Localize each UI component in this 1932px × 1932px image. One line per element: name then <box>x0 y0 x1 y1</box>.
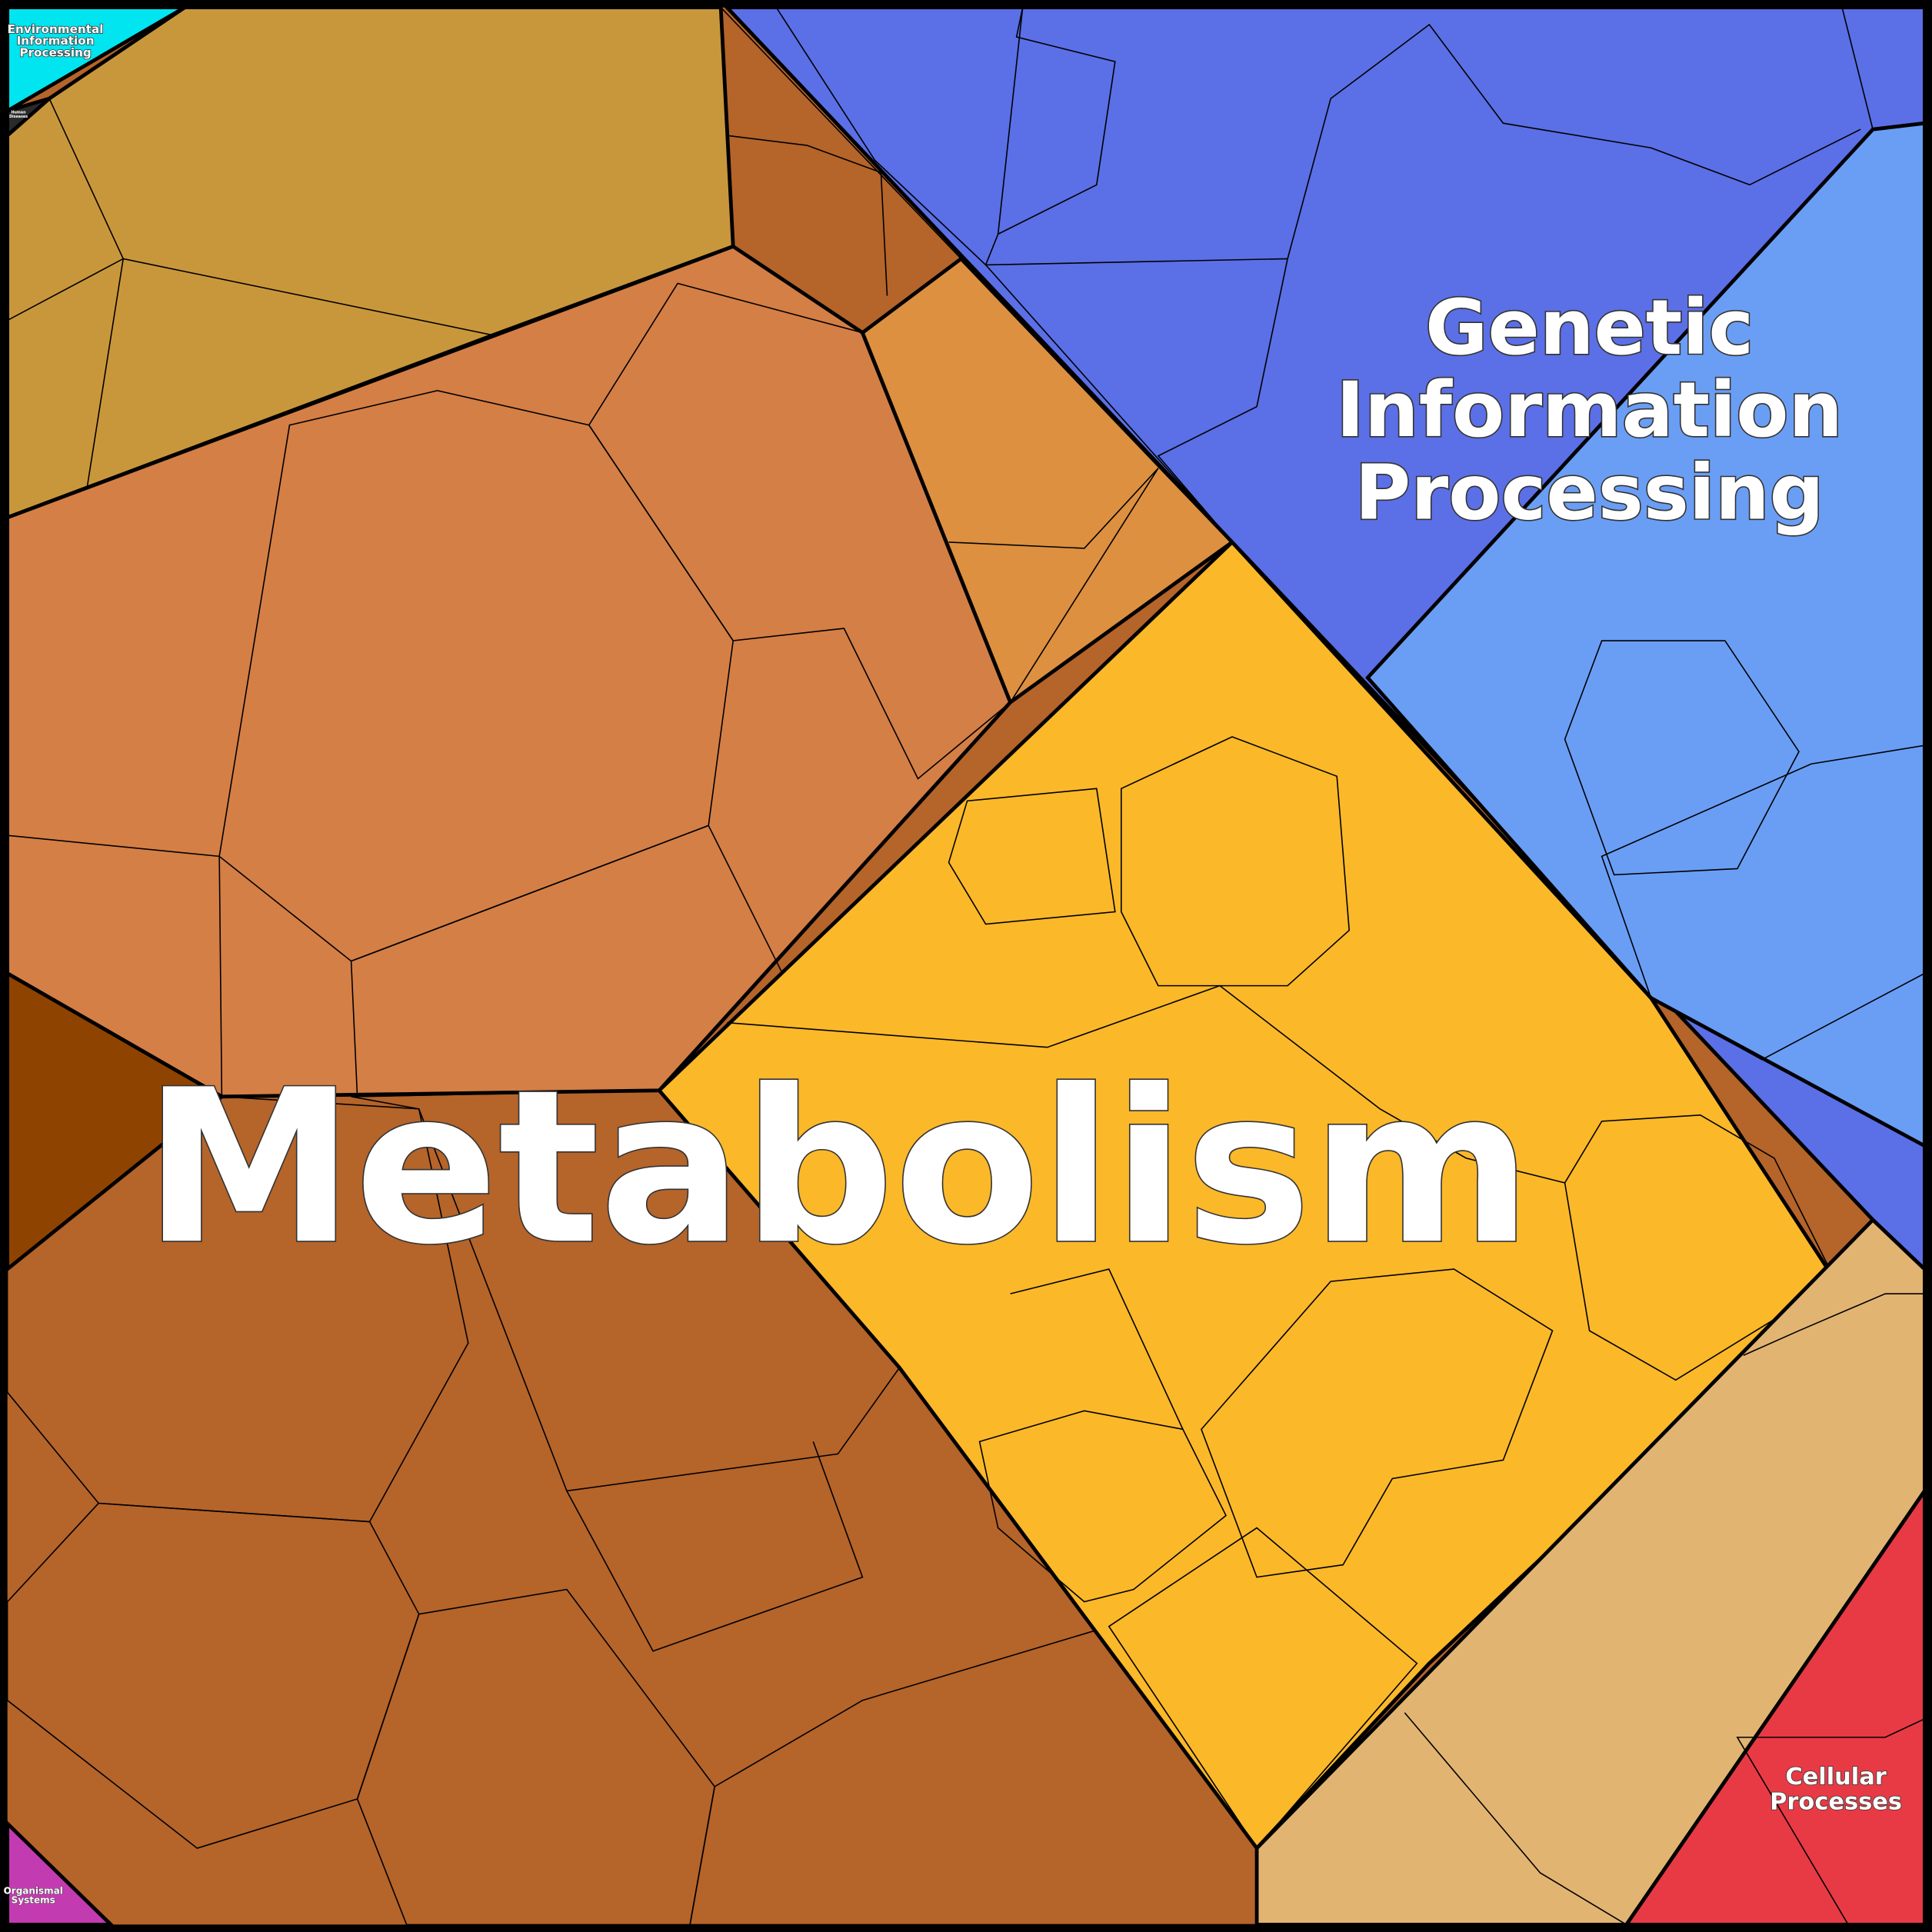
cell <box>1564 1114 1837 1381</box>
cell <box>978 1410 1227 1603</box>
environmental-label: Environmental <box>8 22 104 36</box>
human_diseases-label: Diseases <box>9 115 28 119</box>
genetic-label: Processing <box>1354 449 1824 538</box>
cell <box>1108 1527 1418 1850</box>
cell-edge <box>1010 1268 1184 1430</box>
genetic-label: Information <box>1336 366 1843 455</box>
cell <box>1564 640 1800 876</box>
cell-edge <box>7 390 734 1097</box>
human_diseases-label: Human <box>11 110 26 115</box>
cell-edge <box>1743 1293 1925 1356</box>
cell-edge <box>1404 1712 1627 1926</box>
organismal-label: Organismal <box>4 1886 63 1897</box>
cell-edge <box>727 984 1565 1184</box>
cell <box>6 1095 469 1523</box>
cell-edge <box>727 135 888 296</box>
cell-edge <box>566 1441 864 1652</box>
organismal-label: Systems <box>12 1895 55 1906</box>
cell <box>1121 736 1351 987</box>
cell <box>948 788 1116 925</box>
cellular-label: Processes <box>1770 1788 1902 1815</box>
cell-edge <box>998 7 1116 235</box>
cell <box>984 258 1289 543</box>
cell <box>1201 1268 1554 1578</box>
cellular-label: Cellular <box>1785 1764 1886 1790</box>
environmental-label: Information <box>17 34 95 48</box>
cell <box>588 282 1011 780</box>
cell-edge <box>7 98 125 321</box>
genetic-label: Genetic <box>1425 284 1754 372</box>
metabolism-label: Metabolism <box>144 1044 1532 1291</box>
cell-edge <box>1287 23 1861 259</box>
environmental-label: Processing <box>19 45 91 59</box>
labels: EnvironmentalInformationProcessingHumanD… <box>3 22 1903 1906</box>
cell-edge <box>948 468 1159 703</box>
